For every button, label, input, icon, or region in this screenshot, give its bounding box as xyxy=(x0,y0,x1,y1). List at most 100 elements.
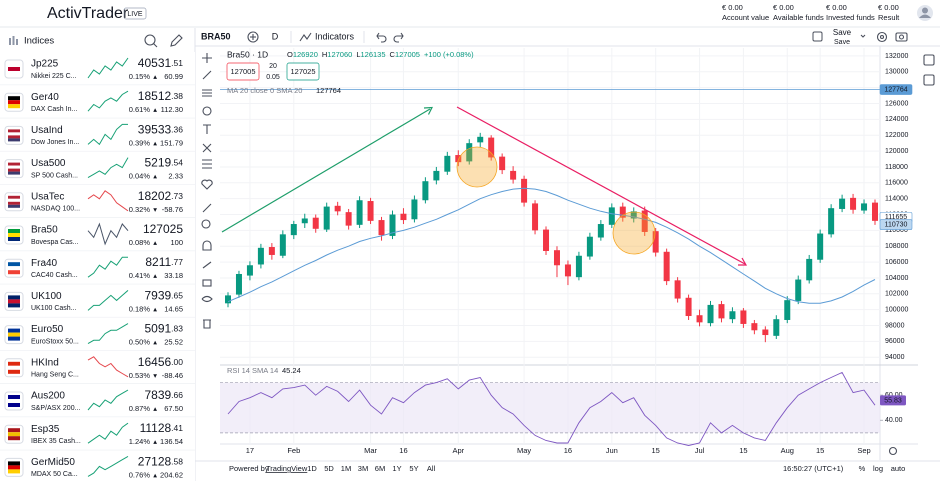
sell-box[interactable] xyxy=(226,62,260,81)
instrument-row[interactable]: Usa500 SP 500 Cash... 5219.54 2.33 ▴0.04% xyxy=(0,151,195,186)
buy-price[interactable]: 127025 xyxy=(290,67,315,76)
highlight-circle[interactable] xyxy=(456,146,498,188)
favorite-tool[interactable] xyxy=(201,179,213,190)
lock-tool[interactable] xyxy=(202,279,212,287)
candle-body xyxy=(740,310,747,324)
down-trend-arrow[interactable] xyxy=(456,106,746,265)
buy-box[interactable] xyxy=(286,62,320,81)
range-button[interactable]: 5D xyxy=(324,464,334,473)
y-tick-label: 106000 xyxy=(885,259,908,266)
change-pct: 0.08% xyxy=(129,238,151,247)
range-button[interactable]: 1D xyxy=(307,464,317,473)
auto-toggle[interactable]: auto xyxy=(891,464,906,473)
instrument-row[interactable]: HKInd Hang Seng C... 16456.00 -88.46 ▾0.53% xyxy=(0,350,195,385)
symbol[interactable]: BRA50 xyxy=(201,31,231,41)
text-tool[interactable] xyxy=(203,124,211,134)
candle-body xyxy=(532,203,539,231)
redo-icon[interactable] xyxy=(393,32,404,43)
watchlist-icon[interactable] xyxy=(923,54,935,66)
change-arrow: ▴ xyxy=(153,238,157,247)
range-button[interactable]: 5Y xyxy=(409,464,418,473)
instrument-row[interactable]: Bra50 Bovespa Cas... 127025 100 ▴0.08% xyxy=(0,218,195,252)
row-bg xyxy=(0,184,195,218)
change-abs: 151.79 xyxy=(160,138,183,147)
change-pct: 0.53% xyxy=(129,371,151,380)
flag-stripe xyxy=(8,469,20,474)
interval[interactable]: D xyxy=(272,31,279,41)
forecast-tool[interactable] xyxy=(202,159,212,169)
zoom-tool[interactable] xyxy=(201,219,211,229)
price-tag-label: 111655 xyxy=(885,214,907,221)
range-button[interactable]: 1M xyxy=(341,464,351,473)
candle-body xyxy=(433,170,440,181)
range-button[interactable]: 3M xyxy=(358,464,368,473)
trendline-tool[interactable] xyxy=(202,70,212,80)
up-trend-arrow[interactable] xyxy=(221,108,431,233)
instrument-row[interactable]: Esp35 IBEX 35 Cash... 11128.41 136.54▴1.24% xyxy=(0,417,195,451)
candle-body xyxy=(828,208,835,235)
sma-line xyxy=(227,187,876,304)
magnet-tool[interactable] xyxy=(202,240,212,251)
instrument-row[interactable]: UsaTec NASDAQ 100... 18202.73 -58.76 ▾0.32% xyxy=(0,184,195,219)
indicators-button[interactable]: Indicators xyxy=(315,31,355,41)
percent-toggle[interactable]: % xyxy=(859,464,866,473)
price-main: 8211 xyxy=(145,255,171,269)
indicators-icon[interactable] xyxy=(299,32,312,42)
y-tick-label: 126000 xyxy=(885,100,908,107)
price-main: 18512 xyxy=(138,89,172,103)
instrument-row[interactable]: Ger40 DAX Cash In... 18512.38 112.30 ▴0.61% xyxy=(0,85,195,119)
highlight-circle[interactable] xyxy=(612,211,656,255)
delete-tool[interactable] xyxy=(203,319,211,329)
instrument-row[interactable]: Aus200 S&P/ASX 200... 7839.66 67.50 ▴0.87% xyxy=(0,384,195,418)
x-tick-label: 15 xyxy=(816,446,824,455)
add-symbol-icon[interactable] xyxy=(247,31,259,43)
down-arrow-head xyxy=(738,257,748,266)
x-tick-label: 15 xyxy=(652,446,660,455)
logo[interactable]: ActivTrader xyxy=(47,5,129,22)
range-button[interactable]: 1Y xyxy=(392,464,401,473)
save-button[interactable]: Save xyxy=(833,28,852,37)
hide-tool[interactable] xyxy=(201,295,213,303)
camera-icon[interactable] xyxy=(895,32,908,42)
tradingview-link[interactable]: TradingView xyxy=(266,464,308,473)
crosshair-tool[interactable] xyxy=(202,53,212,63)
pattern-tool[interactable] xyxy=(202,143,212,153)
price-decimals: .54 xyxy=(171,158,183,168)
measure-tool[interactable] xyxy=(202,203,212,213)
layout-checkbox[interactable] xyxy=(812,31,823,42)
shape-tool[interactable] xyxy=(202,106,212,116)
stay-drawing-tool[interactable] xyxy=(202,261,212,269)
sell-price[interactable]: 127005 xyxy=(230,67,255,76)
alerts-icon[interactable] xyxy=(923,74,935,86)
row-bg xyxy=(0,52,195,85)
fib-tool[interactable] xyxy=(202,89,212,97)
instrument-row[interactable]: Fra40 CAC40 Cash... 8211.77 33.18 ▴0.41% xyxy=(0,251,195,285)
settings-icon[interactable] xyxy=(876,31,888,43)
candle-body xyxy=(674,280,681,299)
instrument-row[interactable]: Euro50 EuroStoxx 50... 5091.83 25.52 ▴0.50% xyxy=(0,317,195,352)
price: 18202.73 xyxy=(138,189,183,203)
flag-stripe xyxy=(8,129,20,133)
instrument-name: Aus200 xyxy=(31,391,65,402)
log-toggle[interactable]: log xyxy=(873,464,883,473)
range-button[interactable]: All xyxy=(427,464,436,473)
range-button[interactable]: 6M xyxy=(375,464,385,473)
edit-icon[interactable] xyxy=(170,34,183,47)
axis-settings-icon[interactable] xyxy=(888,446,898,456)
search-icon[interactable] xyxy=(144,34,158,48)
list-icon xyxy=(9,36,18,45)
price-main: 7839 xyxy=(144,388,171,402)
save-dropdown[interactable] xyxy=(860,34,866,38)
undo-icon[interactable] xyxy=(376,32,387,43)
range-buttons: 1D 5D 1M 3M 6M 1Y 5Y All xyxy=(307,464,435,473)
y-tick-label: 124000 xyxy=(885,116,908,123)
save-sub[interactable]: Save xyxy=(834,39,850,46)
y-tick-label: 122000 xyxy=(885,132,908,139)
row-bg xyxy=(0,384,195,417)
candle-body xyxy=(477,136,484,143)
instrument-row[interactable]: Jp225 Nikkei 225 C... 40531.51 60.99 ▴0.15% xyxy=(0,52,195,86)
instrument-desc: SP 500 Cash... xyxy=(31,172,78,179)
